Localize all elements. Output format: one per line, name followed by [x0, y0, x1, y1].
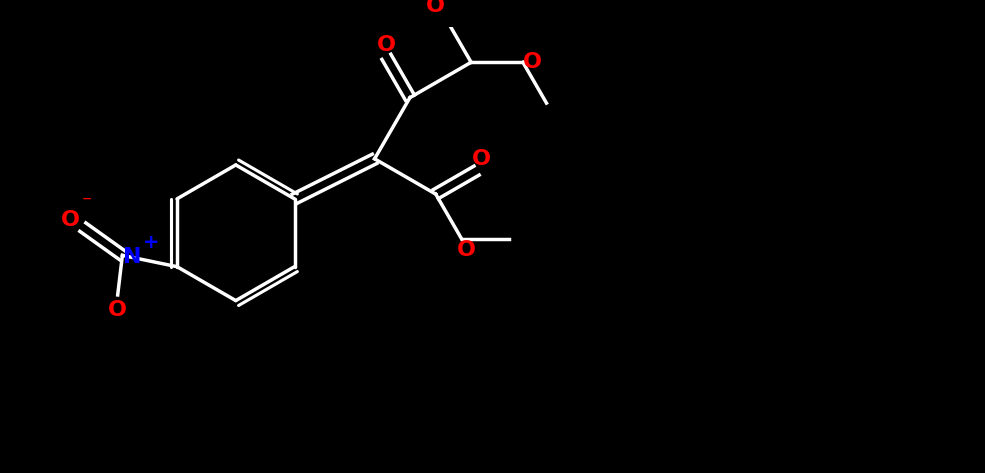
- Text: N: N: [122, 247, 141, 267]
- Text: O: O: [108, 300, 127, 320]
- Text: O: O: [427, 0, 445, 16]
- Text: O: O: [377, 35, 396, 54]
- Text: ⁻: ⁻: [82, 193, 92, 212]
- Text: +: +: [143, 233, 159, 252]
- Text: O: O: [61, 210, 80, 229]
- Text: O: O: [457, 240, 476, 260]
- Text: O: O: [523, 53, 542, 72]
- Text: O: O: [472, 149, 491, 169]
